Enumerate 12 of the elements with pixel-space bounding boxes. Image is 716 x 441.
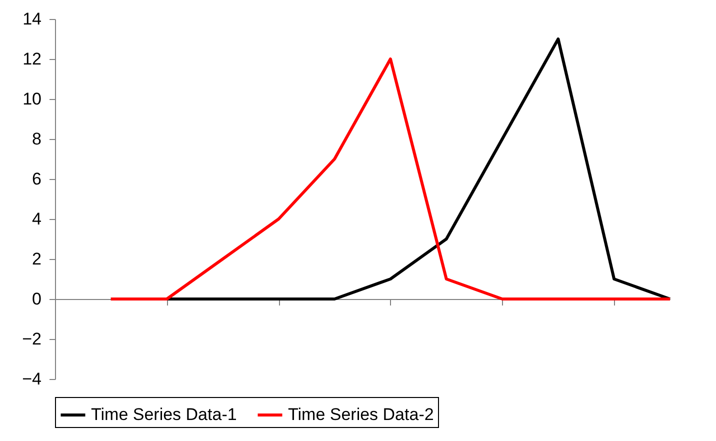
y-tick-label: 12	[22, 50, 42, 68]
y-tick-label: 4	[32, 210, 42, 228]
y-tick-label: 14	[22, 10, 42, 28]
legend-label: Time Series Data-1	[91, 405, 237, 424]
y-tick-label: −4	[22, 370, 42, 388]
y-tick-label: −2	[22, 330, 42, 348]
y-tick-label: 6	[32, 170, 42, 188]
y-tick-label: 0	[32, 290, 42, 308]
legend-label: Time Series Data-2	[288, 405, 434, 424]
y-tick-label: 10	[22, 90, 42, 108]
y-tick-label: 8	[32, 130, 42, 148]
y-tick-label: 2	[32, 250, 42, 268]
